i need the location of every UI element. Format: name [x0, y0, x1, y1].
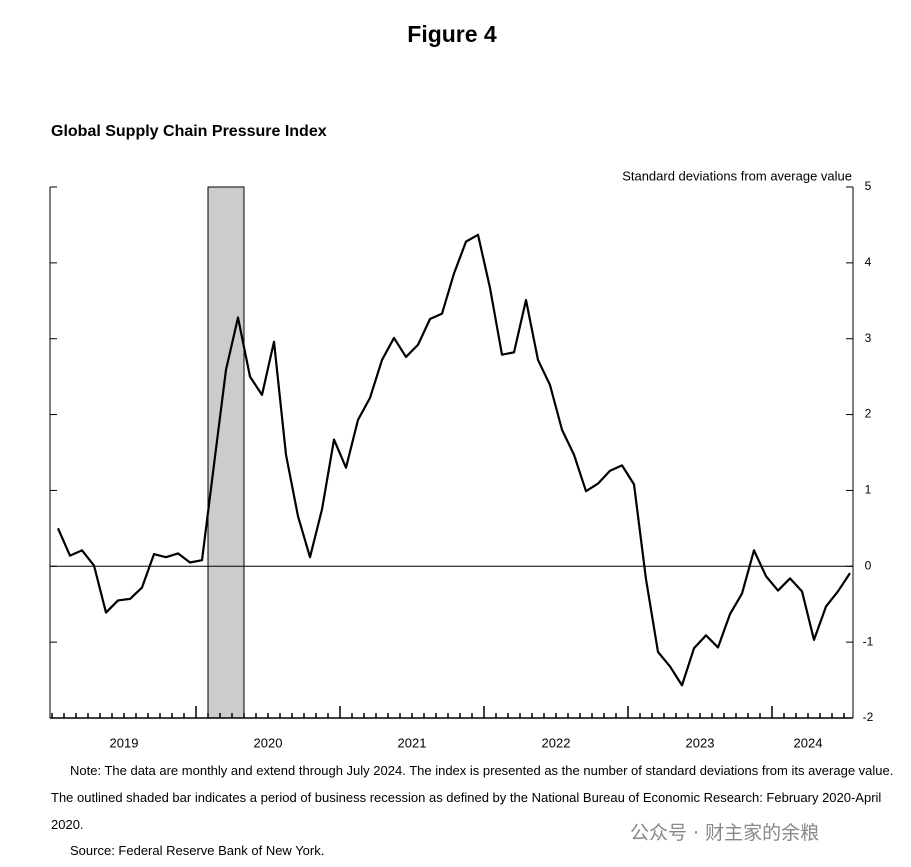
chart-title: Global Supply Chain Pressure Index — [51, 123, 327, 140]
y-tick-label: 3 — [865, 331, 872, 345]
y-tick-label: 4 — [865, 255, 872, 269]
recession-band — [207, 186, 245, 719]
y-tick-label: 0 — [865, 558, 872, 572]
y-tick-label: 5 — [865, 179, 872, 193]
x-tick-label: 2019 — [110, 735, 139, 750]
x-tick-label: 2023 — [686, 735, 715, 750]
x-tick-label: 2021 — [398, 735, 427, 750]
source: Source: Federal Reserve Bank of New York… — [70, 843, 325, 858]
x-tick-label: 2020 — [254, 735, 283, 750]
watermark: 公众号 · 财主家的余粮 — [630, 822, 820, 844]
note: Note: The data are monthly and extend th… — [51, 763, 894, 832]
x-tick-label: 2022 — [542, 735, 571, 750]
chart: Figure 4 Global Supply Chain Pressure In… — [49, 21, 874, 750]
y-tick-label: -1 — [863, 634, 874, 648]
x-tick-label: 2024 — [794, 735, 823, 750]
y-tick-label: 2 — [865, 407, 872, 421]
series-line — [56, 233, 851, 687]
y-tick-label: -2 — [863, 710, 874, 724]
y-tick-label: 1 — [865, 483, 872, 497]
y-axis-label: Standard deviations from average value — [622, 168, 852, 183]
figure-label: Figure 4 — [407, 21, 497, 47]
